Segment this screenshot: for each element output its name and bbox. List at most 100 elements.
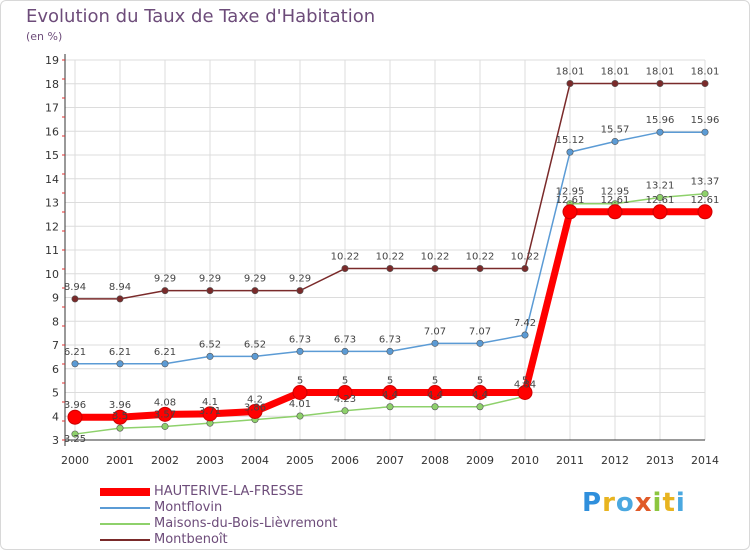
data-label-0: 5 [297, 376, 303, 387]
logo-letter: P [582, 488, 603, 518]
series-point-2 [296, 412, 304, 420]
data-label-2: 12.95 [601, 187, 630, 198]
x-tick-label: 2013 [646, 454, 674, 467]
x-tick-label: 2004 [241, 454, 269, 467]
data-label-0: 4.1 [202, 397, 218, 408]
series-point-2 [341, 407, 349, 415]
data-label-1: 15.96 [646, 115, 675, 126]
series-point-3 [431, 265, 439, 273]
chart-data-labels: 3.96 3.96 4.08 4.1 4.25 5 5 5 5 512.61 12.61 12.61 1… [64, 67, 719, 446]
y-tick-label: 3 [52, 434, 59, 447]
series-point-2 [701, 190, 709, 198]
series-point-1 [386, 347, 394, 355]
data-label-3: 18.01 [646, 67, 675, 78]
data-label-1: 6.21 [64, 347, 86, 358]
data-label-3: 9.29 [244, 274, 266, 285]
x-tick-label: 2014 [691, 454, 719, 467]
series-point-2 [476, 403, 484, 411]
series-point-3 [386, 265, 394, 273]
data-label-0: 12.61 [601, 195, 630, 206]
y-tick-label: 11 [45, 244, 59, 257]
series-point-2 [71, 430, 79, 438]
x-tick-label: 2001 [106, 454, 134, 467]
y-tick-label: 7 [52, 339, 59, 352]
series-point-1 [296, 347, 304, 355]
proxiti-logo: Proxiti [582, 488, 686, 518]
series-point-3 [341, 265, 349, 273]
data-label-2: 13.37 [691, 177, 720, 188]
series-point-0 [472, 385, 488, 400]
data-label-0: 4.08 [154, 397, 176, 408]
series-point-1 [206, 352, 214, 360]
data-label-0: 5 [432, 376, 438, 387]
series-point-1 [71, 360, 79, 368]
chart-grid [65, 59, 706, 441]
data-label-1: 6.52 [244, 339, 266, 350]
data-label-1: 7.42 [514, 318, 536, 329]
data-label-0: 3.96 [109, 400, 131, 411]
data-label-2: 3.71 [199, 406, 221, 417]
series-point-0 [652, 204, 668, 220]
series-point-0 [67, 409, 83, 425]
series-point-1 [341, 347, 349, 355]
data-label-0: 12.61 [646, 195, 675, 206]
data-label-0: 4.2 [247, 395, 263, 406]
y-tick-label: 14 [45, 173, 59, 186]
data-label-3: 18.01 [601, 67, 630, 78]
y-tick-label: 9 [52, 292, 59, 305]
data-label-2: 3.57 [154, 409, 176, 420]
data-label-2: 4.4 [472, 390, 488, 401]
data-label-2: 3.86 [244, 403, 266, 414]
data-label-3: 9.29 [154, 274, 176, 285]
legend-label-hauterive: HAUTERIVE-LA-FRESSE [154, 484, 304, 499]
logo-letter: r [602, 488, 616, 518]
logo-letter: i [652, 488, 663, 518]
series-point-3 [566, 80, 574, 88]
x-tick-label: 2009 [466, 454, 494, 467]
data-label-2: 13.21 [646, 181, 675, 192]
data-label-3: 10.22 [331, 252, 360, 263]
series-point-1 [251, 352, 259, 360]
x-tick-label: 2000 [61, 454, 89, 467]
data-label-3: 10.22 [511, 252, 540, 263]
logo-letter: t [662, 488, 676, 518]
data-label-0: 5 [522, 376, 528, 387]
y-tick-label: 13 [45, 197, 59, 210]
y-tick-label: 10 [45, 268, 59, 281]
x-tick-label: 2012 [601, 454, 629, 467]
x-tick-label: 2002 [151, 454, 179, 467]
data-label-1: 15.96 [691, 115, 720, 126]
y-tick-label: 4 [52, 410, 59, 423]
x-tick-label: 2008 [421, 454, 449, 467]
series-point-3 [521, 265, 529, 273]
series-point-1 [161, 360, 169, 368]
chart-axes: 3 4 5 6 7 8 9 10 11 12 13 14 15 16 17 18 19 2000 2001 2002 2… [45, 54, 719, 467]
series-point-0 [202, 406, 218, 422]
series-point-2 [431, 403, 439, 411]
legend-swatch-maisons [100, 523, 150, 525]
legend-swatch-montbenoit [100, 539, 150, 541]
series-point-0 [292, 385, 308, 400]
y-tick-label: 17 [45, 102, 59, 115]
series-point-1 [611, 137, 619, 145]
chart-unit: (en %) [26, 30, 63, 43]
y-tick-label: 16 [45, 125, 59, 138]
legend-label-montflovin: Montflovin [154, 500, 223, 515]
series-point-3 [206, 287, 214, 295]
y-tick-label: 18 [45, 78, 59, 91]
data-label-2: 4.84 [514, 379, 536, 390]
y-tick-label: 19 [45, 54, 59, 67]
legend-swatch-hauterive [100, 488, 150, 496]
series-point-0 [517, 385, 533, 400]
data-label-1: 6.73 [379, 334, 401, 345]
data-label-1: 7.07 [469, 326, 491, 337]
data-label-2: 4.4 [382, 390, 398, 401]
series-point-0 [382, 385, 398, 400]
series-point-0 [427, 385, 443, 400]
y-tick-label: 12 [45, 220, 59, 233]
y-tick-label: 8 [52, 315, 59, 328]
series-point-3 [71, 295, 79, 303]
series-point-1 [566, 148, 574, 156]
data-label-2: 4.01 [289, 399, 311, 410]
data-label-1: 6.21 [154, 347, 176, 358]
